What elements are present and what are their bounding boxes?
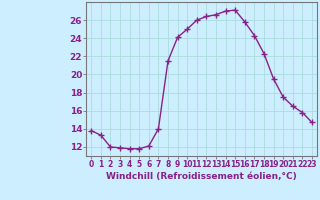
X-axis label: Windchill (Refroidissement éolien,°C): Windchill (Refroidissement éolien,°C)	[106, 172, 297, 181]
